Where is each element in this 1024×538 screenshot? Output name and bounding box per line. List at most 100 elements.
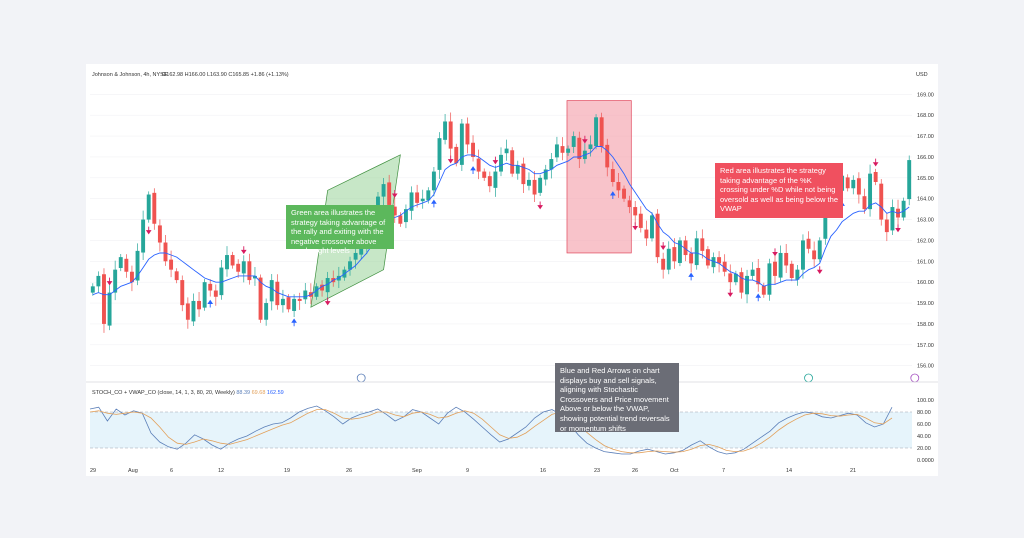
candle-body xyxy=(320,284,325,291)
candle-body xyxy=(275,281,280,306)
candle-body xyxy=(616,182,621,191)
time-tick-label: 26 xyxy=(632,468,638,474)
candle-body xyxy=(756,267,761,285)
price-axis: 169.00 168.00 167.00 166.00 165.00 164.00 163.… xyxy=(917,92,934,369)
candle-body xyxy=(806,238,811,249)
candle-body xyxy=(689,253,694,264)
time-tick-label: 23 xyxy=(594,468,600,474)
buy-arrow-icon xyxy=(291,318,297,327)
price-grid xyxy=(90,94,912,366)
candle-body xyxy=(381,184,386,197)
candle-body xyxy=(387,182,392,205)
candle-body xyxy=(225,255,229,270)
time-axis: 29 Aug 6 12 19 26 Sep 9 16 23 26 Oct 7 14 21 xyxy=(90,468,856,474)
candle-body xyxy=(353,252,358,260)
strategy-zones xyxy=(310,100,632,308)
buy-arrow-icon xyxy=(688,272,694,281)
oscillator-tick-label: 100.00 xyxy=(917,398,934,404)
candle-body xyxy=(236,263,241,272)
candle-body xyxy=(571,136,576,147)
candle-body xyxy=(157,225,162,243)
sell-arrow-icon xyxy=(872,158,879,167)
candle-body xyxy=(577,137,582,160)
event-badge-circle xyxy=(910,373,920,383)
candle-body xyxy=(403,209,408,223)
symbol-title: Johnson & Johnson, 4h, NYSE xyxy=(92,72,168,78)
candle-body xyxy=(510,150,515,174)
candle-body xyxy=(258,277,263,320)
candle-body xyxy=(129,271,134,283)
price-tick-label: 157.00 xyxy=(917,343,934,349)
candle-body xyxy=(650,215,654,239)
candle-body xyxy=(96,275,101,287)
signal-arrows-annotation: Blue and Red Arrows on chart displays bu… xyxy=(555,363,679,433)
candle-body xyxy=(141,219,146,253)
time-tick-label: 9 xyxy=(466,468,469,474)
candle-body xyxy=(683,240,688,256)
time-tick-label: 6 xyxy=(170,468,173,474)
buy-arrow-icon xyxy=(755,293,762,302)
candle-body xyxy=(163,242,168,262)
stoch-k-line xyxy=(89,405,893,455)
candle-body xyxy=(773,261,777,276)
oscillator-range-band xyxy=(90,412,912,448)
price-tick-label: 169.00 xyxy=(917,92,934,98)
candle-body xyxy=(146,194,151,220)
price-tick-label: 161.00 xyxy=(917,259,934,265)
chart-svg[interactable]: Johnson & Johnson, 4h, NYSE O162.98 H166… xyxy=(86,64,938,476)
candle-body xyxy=(499,154,503,172)
candle-body xyxy=(856,178,861,195)
candle-body xyxy=(415,192,420,203)
candle-body xyxy=(202,282,207,308)
sell-arrow-icon xyxy=(240,246,247,255)
red-strategy-zone xyxy=(566,100,632,254)
sell-arrow-icon xyxy=(324,297,331,306)
sell-arrow-icon xyxy=(816,266,823,275)
sell-arrow-icon xyxy=(447,155,454,164)
candle-body xyxy=(644,229,649,239)
candle-body xyxy=(588,144,593,150)
candle-body xyxy=(728,273,733,283)
buy-arrow-icon xyxy=(431,199,437,208)
candle-body xyxy=(599,117,604,147)
price-tick-label: 163.00 xyxy=(917,218,934,224)
d-value: 69.68 xyxy=(252,390,267,396)
price-tick-label: 166.00 xyxy=(917,155,934,161)
candle-body xyxy=(213,290,218,297)
candle-body xyxy=(666,248,671,270)
candle-body xyxy=(280,298,285,306)
time-tick-label: 12 xyxy=(218,468,224,474)
candlestick-series xyxy=(90,112,912,333)
time-tick-label: 19 xyxy=(284,468,290,474)
sell-arrow-icon xyxy=(582,135,588,144)
price-tick-label: 162.00 xyxy=(917,238,934,244)
candle-body xyxy=(733,273,738,283)
sell-arrow-icon xyxy=(106,277,113,286)
candle-body xyxy=(90,286,95,293)
price-tick-label: 164.00 xyxy=(917,197,934,203)
candle-body xyxy=(655,213,660,258)
currency-label: USD xyxy=(916,72,928,78)
candle-body xyxy=(303,290,308,300)
sell-arrow-icon xyxy=(772,248,778,257)
red-area-annotation: Red area illustrates the strategy taking… xyxy=(715,163,843,218)
candle-body xyxy=(884,219,889,233)
candle-body xyxy=(767,263,772,295)
oscillator-axis: 100.00 80.00 60.00 40.00 20.00 0.0000 xyxy=(917,398,934,464)
candle-body xyxy=(314,286,319,297)
candle-body xyxy=(907,160,912,200)
sell-arrow-icon xyxy=(145,226,152,235)
candle-body xyxy=(174,271,179,281)
candle-body xyxy=(443,121,448,140)
candle-body xyxy=(426,190,431,201)
candle-body xyxy=(247,261,252,281)
candle-body xyxy=(409,192,414,211)
candle-body xyxy=(325,278,330,293)
buy-arrow-icon xyxy=(470,166,476,174)
time-tick-label: 7 xyxy=(722,468,725,474)
k-value: 88.39 xyxy=(236,390,251,396)
candle-body xyxy=(448,121,453,149)
candle-body xyxy=(230,255,235,266)
candle-body xyxy=(152,192,157,224)
candle-body xyxy=(107,292,112,326)
